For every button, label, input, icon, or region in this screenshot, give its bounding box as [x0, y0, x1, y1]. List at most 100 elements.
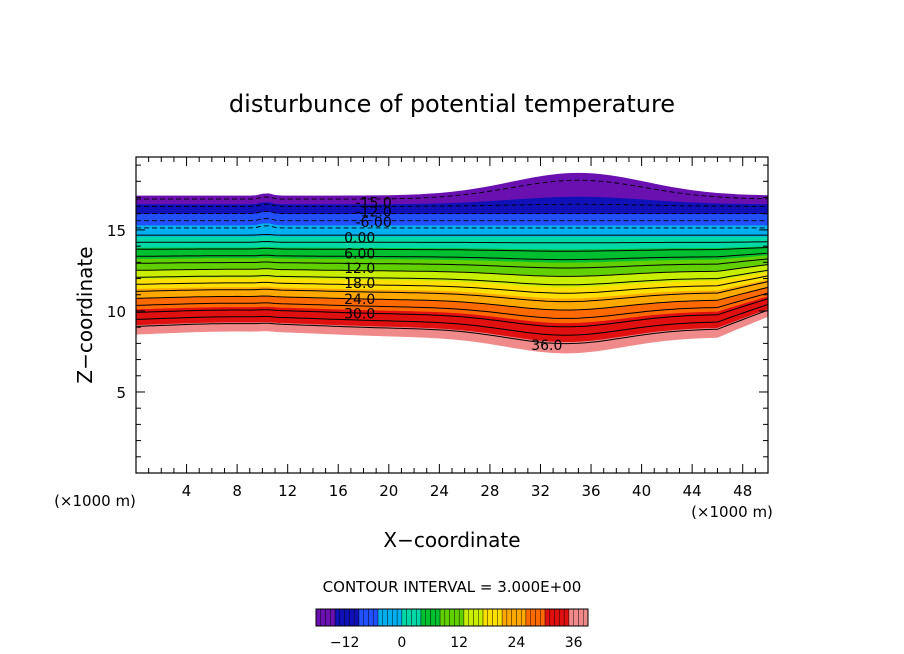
colorbar-cell: [568, 608, 574, 627]
x-unit-label-right: (×1000 m): [691, 503, 773, 521]
colorbar-cell: [473, 608, 479, 627]
contour-line: [136, 269, 768, 286]
colorbar-cell: [420, 608, 426, 627]
x-tick-label: 12: [278, 482, 297, 500]
colorbar-cell: [487, 608, 493, 627]
x-tick-label: 40: [632, 482, 651, 500]
colorbar-cell: [573, 608, 579, 627]
colorbar-cell: [482, 608, 488, 627]
contour-line: [136, 203, 768, 207]
contour-band: [136, 172, 768, 205]
contour-line: [136, 281, 768, 303]
colorbar-cell: [334, 608, 341, 627]
colorbar-cell: [506, 608, 512, 627]
contour-line: [136, 233, 768, 236]
contour-label: 6.00: [344, 247, 375, 263]
x-tick-label: 4: [182, 482, 192, 500]
colorbar-cell: [540, 608, 546, 627]
contour-label: 36.0: [531, 338, 562, 354]
colorbar-cell: [478, 608, 484, 627]
x-axis: 4 8 12 16 20 24 28 32 36 40 44 48: [148, 157, 756, 500]
chart-title: disturbunce of potential temperature: [229, 90, 675, 118]
colorbar-cell: [416, 608, 422, 627]
colorbar-cell: [387, 608, 393, 627]
x-tick-label: 16: [329, 482, 348, 500]
contour-lines: [136, 179, 768, 345]
colorbar-cell: [525, 608, 531, 627]
contour-line: [136, 210, 768, 214]
x-unit-label-left: (×1000 m): [54, 492, 136, 510]
colorbar-cell: [544, 608, 551, 627]
colorbar-cell: [411, 608, 417, 627]
y-tick-label: 5: [116, 384, 126, 402]
colorbar-cell: [353, 608, 360, 627]
colorbar-cell: [406, 608, 412, 627]
colorbar-cell: [396, 608, 403, 627]
colorbar-cell: [463, 608, 469, 627]
colorbar-cell: [320, 608, 326, 627]
colorbar-cell: [530, 608, 536, 627]
y-tick-label: 15: [107, 222, 126, 240]
colorbar-cell: [373, 608, 379, 627]
colorbar-cell: [382, 608, 388, 627]
colorbar-cell: [549, 608, 555, 627]
colorbar-cell: [458, 608, 465, 627]
y-axis-label: Z−coordinate: [73, 246, 97, 383]
colorbar-cell: [559, 608, 565, 627]
colorbar-cell: [330, 608, 336, 627]
colorbar-tick-label: 12: [450, 635, 468, 651]
colorbar-cell: [520, 608, 527, 627]
x-tick-label: 44: [683, 482, 702, 500]
colorbar-cell: [349, 608, 355, 627]
colorbar-cell: [425, 608, 431, 627]
y-tick-label: 10: [107, 303, 126, 321]
contour-interval-label: CONTOUR INTERVAL = 3.000E+00: [323, 578, 582, 596]
x-tick-label: 32: [531, 482, 550, 500]
colorbar-tick-label: 36: [565, 635, 583, 651]
contour-line: [136, 303, 768, 336]
contour-line: [136, 247, 768, 252]
colorbar-cell: [563, 608, 570, 627]
contour-field: [136, 172, 768, 354]
colorbar-cell: [578, 608, 584, 627]
x-tick-label: 8: [232, 482, 242, 500]
colorbar-cell: [468, 608, 474, 627]
x-tick-label: 36: [581, 482, 600, 500]
colorbar-cell: [439, 608, 446, 627]
colorbar-cell: [501, 608, 508, 627]
contour-line: [136, 275, 768, 294]
colorbar-cell: [401, 608, 407, 627]
colorbar: −12 0 12 24 36: [315, 608, 589, 651]
y-axis: 5 10 15: [107, 164, 768, 458]
x-axis-label: X−coordinate: [383, 528, 520, 552]
colorbar-cell: [583, 608, 589, 627]
colorbar-cell: [554, 608, 560, 627]
contour-line: [136, 286, 768, 311]
colorbar-cell: [492, 608, 498, 627]
contour-line: [136, 179, 768, 200]
contour-label: -6.00: [356, 215, 392, 231]
colorbar-cell: [511, 608, 517, 627]
contour-line: [136, 309, 768, 345]
contour-label: 30.0: [344, 307, 375, 323]
colorbar-tick-label: 24: [508, 635, 526, 651]
colorbar-cell: [497, 608, 503, 627]
colorbar-tick-label: 0: [397, 635, 406, 651]
contour-line: [136, 264, 768, 277]
colorbar-frame: [315, 608, 589, 627]
colorbar-cell: [325, 608, 331, 627]
contour-line: [136, 240, 768, 244]
colorbar-cell: [454, 608, 460, 627]
colorbar-cell: [430, 608, 436, 627]
colorbar-cell: [449, 608, 455, 627]
contour-line: [136, 252, 768, 261]
contour-line: [136, 218, 768, 222]
colorbar-cell: [363, 608, 369, 627]
colorbar-cell: [344, 608, 350, 627]
colorbar-cell: [339, 608, 345, 627]
colorbar-cell: [435, 608, 441, 627]
contour-line: [136, 258, 768, 269]
contour-label: -15.0: [356, 196, 392, 212]
